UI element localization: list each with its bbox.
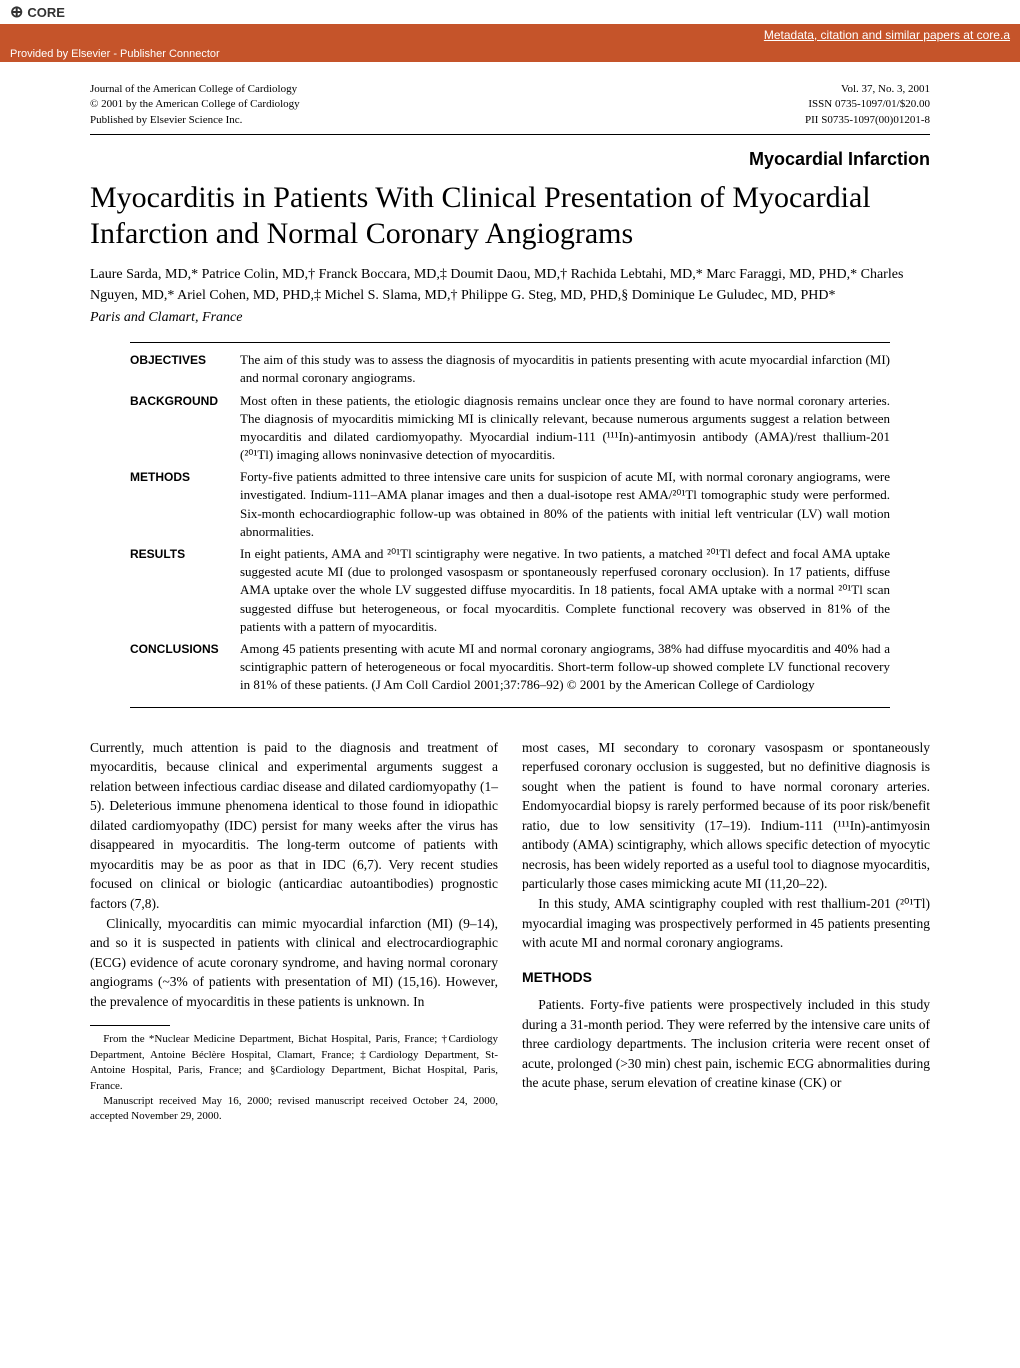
abstract-label-objectives: OBJECTIVES bbox=[130, 351, 240, 387]
copyright-line: © 2001 by the American College of Cardio… bbox=[90, 97, 300, 112]
abstract-text-background: Most often in these patients, the etiolo… bbox=[240, 392, 890, 465]
abstract-text-results: In eight patients, AMA and ²⁰¹Tl scintig… bbox=[240, 545, 890, 636]
abstract-background: BACKGROUND Most often in these patients,… bbox=[130, 392, 890, 465]
abstract-methods: METHODS Forty-five patients admitted to … bbox=[130, 468, 890, 541]
abstract-label-conclusions: CONCLUSIONS bbox=[130, 640, 240, 695]
pii-line: PII S0735-1097(00)01201-8 bbox=[805, 113, 930, 128]
footnote-dates: Manuscript received May 16, 2000; revise… bbox=[90, 1094, 498, 1125]
body-paragraph: Clinically, myocarditis can mimic myocar… bbox=[90, 914, 498, 1012]
abstract-text-methods: Forty-five patients admitted to three in… bbox=[240, 468, 890, 541]
footnote-separator bbox=[90, 1025, 170, 1026]
methods-paragraph: Patients. Forty-five patients were prosp… bbox=[522, 995, 930, 1093]
abstract-label-methods: METHODS bbox=[130, 468, 240, 541]
affiliation: Paris and Clamart, France bbox=[90, 310, 930, 326]
abstract-label-results: RESULTS bbox=[130, 545, 240, 636]
core-logo: CORE bbox=[10, 2, 65, 22]
body-paragraph: In this study, AMA scintigraphy coupled … bbox=[522, 894, 930, 953]
authors-list: Laure Sarda, MD,* Patrice Colin, MD,† Fr… bbox=[90, 264, 930, 306]
abstract-block: OBJECTIVES The aim of this study was to … bbox=[130, 342, 890, 707]
body-paragraph: Currently, much attention is paid to the… bbox=[90, 738, 498, 914]
page-content: Journal of the American College of Cardi… bbox=[0, 62, 1020, 1165]
provider-bar: Provided by Elsevier - Publisher Connect… bbox=[0, 46, 1020, 62]
abstract-objectives: OBJECTIVES The aim of this study was to … bbox=[130, 351, 890, 387]
core-metadata-link[interactable]: Metadata, citation and similar papers at… bbox=[764, 28, 1010, 42]
right-column: most cases, MI secondary to coronary vas… bbox=[522, 738, 930, 1125]
journal-name: Journal of the American College of Cardi… bbox=[90, 82, 300, 97]
abstract-label-background: BACKGROUND bbox=[130, 392, 240, 465]
footnote-affiliations: From the *Nuclear Medicine Department, B… bbox=[90, 1032, 498, 1094]
article-title: Myocarditis in Patients With Clinical Pr… bbox=[90, 180, 930, 252]
core-link-bar: Metadata, citation and similar papers at… bbox=[0, 24, 1020, 46]
left-column: Currently, much attention is paid to the… bbox=[90, 738, 498, 1125]
abstract-results: RESULTS In eight patients, AMA and ²⁰¹Tl… bbox=[130, 545, 890, 636]
body-paragraph: most cases, MI secondary to coronary vas… bbox=[522, 738, 930, 895]
journal-header: Journal of the American College of Cardi… bbox=[90, 82, 930, 135]
body-columns: Currently, much attention is paid to the… bbox=[90, 738, 930, 1125]
abstract-conclusions: CONCLUSIONS Among 45 patients presenting… bbox=[130, 640, 890, 695]
abstract-text-objectives: The aim of this study was to assess the … bbox=[240, 351, 890, 387]
core-banner: CORE bbox=[0, 0, 1020, 24]
section-label: Myocardial Infarction bbox=[90, 149, 930, 170]
volume-issue: Vol. 37, No. 3, 2001 bbox=[805, 82, 930, 97]
methods-heading: METHODS bbox=[522, 967, 930, 987]
journal-header-left: Journal of the American College of Cardi… bbox=[90, 82, 300, 128]
journal-header-right: Vol. 37, No. 3, 2001 ISSN 0735-1097/01/$… bbox=[805, 82, 930, 128]
abstract-text-conclusions: Among 45 patients presenting with acute … bbox=[240, 640, 890, 695]
issn-line: ISSN 0735-1097/01/$20.00 bbox=[805, 97, 930, 112]
publisher-line: Published by Elsevier Science Inc. bbox=[90, 113, 300, 128]
